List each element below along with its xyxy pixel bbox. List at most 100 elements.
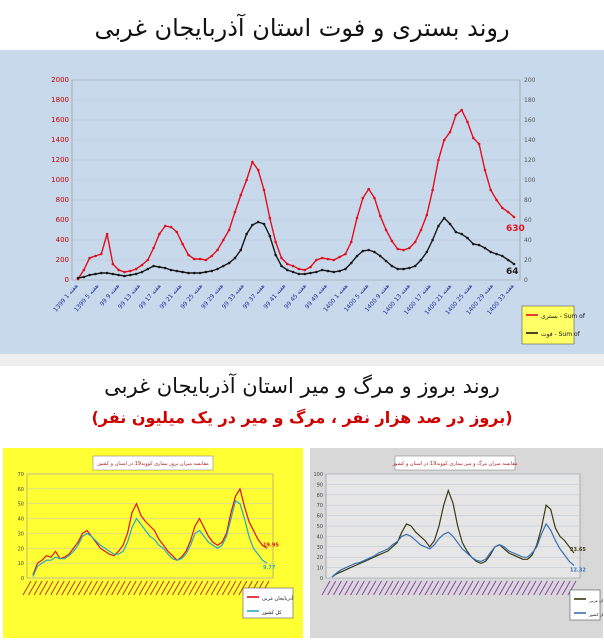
bottom-title: روند بروز و مرگ و میر استان آذربایجان غر… <box>104 374 500 398</box>
x-tick-mark <box>504 580 514 596</box>
data-point <box>332 258 336 262</box>
x-tick-mark <box>344 580 354 596</box>
y-tick-label: 1800 <box>51 96 69 104</box>
chart-caption: مقایسه میزان مرگ و میر بیماری کووید19 در… <box>391 460 517 467</box>
y-tick-label: 0 <box>320 576 323 582</box>
legend-entry: آذربایجان غربی <box>589 598 603 603</box>
x-tick-mark <box>487 580 497 596</box>
data-point <box>280 256 283 260</box>
data-point <box>326 269 330 273</box>
data-point <box>338 269 341 273</box>
incidence-chart: 0 10 20 30 40 50 60 70 19.95 9.77 آذربایجان غربی کل… <box>3 448 303 638</box>
data-point <box>472 242 475 246</box>
data-point <box>373 196 376 200</box>
data-point <box>82 268 86 272</box>
x-tick-mark <box>498 580 508 596</box>
y-tick-label: 80 <box>317 493 323 499</box>
y-tick-label: 90 <box>317 482 323 488</box>
y-tick-label: 10 <box>317 566 323 572</box>
x-tick-mark <box>155 580 165 596</box>
x-tick-mark <box>77 580 87 596</box>
data-point <box>251 160 254 164</box>
y-tick-label: 70 <box>317 503 323 509</box>
data-point <box>216 267 219 271</box>
data-point <box>512 262 516 266</box>
y-tick-label: 100 <box>313 472 323 478</box>
x-tick-mark <box>390 580 400 596</box>
x-tick-mark <box>327 580 337 596</box>
end-value-label: 9.77 <box>263 565 276 571</box>
data-point <box>384 228 388 232</box>
y-tick-label: 10 <box>18 561 24 567</box>
data-point <box>268 216 272 220</box>
y-tick-label: 1600 <box>51 116 69 124</box>
y-tick-label: 1200 <box>51 156 69 164</box>
x-tick-mark <box>210 580 220 596</box>
x-tick-mark <box>172 580 181 596</box>
data-point <box>297 267 301 271</box>
x-tick-mark <box>232 580 242 596</box>
x-tick-mark <box>395 580 405 596</box>
data-point <box>402 267 405 271</box>
x-tick-mark <box>72 580 82 596</box>
x-tick-mark <box>183 580 192 596</box>
data-point <box>489 188 493 192</box>
top-title: روند بستری و فوت استان آذربایجان غربی <box>94 14 510 42</box>
x-tick-mark <box>177 580 187 596</box>
data-point <box>332 270 336 274</box>
data-point <box>344 252 347 256</box>
data-point <box>134 272 138 276</box>
data-point <box>320 268 324 272</box>
data-point <box>134 267 138 271</box>
data-point <box>390 264 394 268</box>
x-tick-mark <box>160 580 170 596</box>
x-tick-mark <box>350 580 360 596</box>
y2-tick-label: 80 <box>524 197 532 204</box>
x-tick-mark <box>550 580 560 596</box>
data-point <box>169 225 173 229</box>
data-point <box>303 268 307 272</box>
y2-tick-label: 200 <box>524 77 536 84</box>
data-point <box>245 178 248 182</box>
end-value-label: 19.95 <box>263 542 279 548</box>
x-tick-mark <box>338 580 348 596</box>
y-tick-label: 30 <box>18 531 24 537</box>
data-point <box>506 210 510 214</box>
data-point <box>338 255 341 259</box>
x-tick-mark <box>361 580 371 596</box>
data-point <box>198 257 202 261</box>
x-tick-mark <box>22 580 32 596</box>
data-point <box>233 210 237 214</box>
x-tick-mark <box>430 580 440 596</box>
x-tick-mark <box>435 580 445 596</box>
data-point <box>501 206 504 210</box>
x-tick-mark <box>122 580 132 596</box>
y-tick-label: 40 <box>18 517 24 523</box>
y-tick-label: 1400 <box>51 136 69 144</box>
x-tick-mark <box>413 580 422 596</box>
data-point <box>175 230 179 234</box>
data-point <box>222 238 225 242</box>
x-tick-mark <box>138 580 148 596</box>
data-point <box>437 158 440 162</box>
data-point <box>216 248 219 252</box>
y-tick-label: 60 <box>18 487 24 493</box>
x-tick-mark <box>458 580 468 596</box>
x-tick-mark <box>194 580 204 596</box>
data-point <box>204 258 208 262</box>
data-point <box>262 222 266 226</box>
legend-entry: فوت - Sum of <box>541 331 581 338</box>
data-point <box>477 243 481 247</box>
end-value-label: 64 <box>506 267 519 277</box>
y2-tick-label: 100 <box>524 177 536 184</box>
series-line-2 <box>77 216 515 279</box>
data-point <box>477 142 481 146</box>
data-point <box>285 262 289 266</box>
data-point <box>94 272 97 276</box>
x-tick-mark <box>538 580 548 596</box>
data-point <box>256 220 260 224</box>
data-point <box>344 267 347 271</box>
y-tick-label: 0 <box>65 276 69 284</box>
data-point <box>425 213 429 217</box>
x-tick-mark <box>321 580 331 596</box>
